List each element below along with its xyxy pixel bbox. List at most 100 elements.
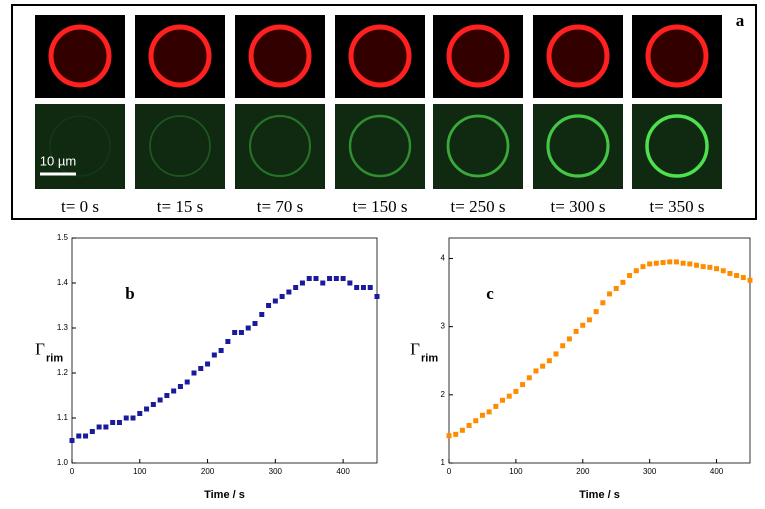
y-axis-label-subscript: rim xyxy=(46,352,63,364)
data-point xyxy=(83,433,89,439)
green-image xyxy=(235,104,325,189)
data-point xyxy=(600,300,606,306)
data-point xyxy=(293,285,299,290)
data-point xyxy=(500,397,506,403)
y-tick-label: 4 xyxy=(441,254,446,263)
panel-label: c xyxy=(486,284,494,303)
x-tick-label: 100 xyxy=(509,467,523,476)
data-point xyxy=(157,397,163,403)
data-point xyxy=(627,273,633,278)
data-point xyxy=(76,433,82,439)
data-point xyxy=(69,438,75,443)
data-point xyxy=(573,328,579,334)
data-point xyxy=(680,260,686,266)
data-point xyxy=(191,370,197,376)
data-point xyxy=(347,280,353,286)
red-vesicle xyxy=(148,24,212,88)
time-caption: t= 300 s xyxy=(551,197,606,216)
data-point xyxy=(446,433,452,439)
data-point xyxy=(586,317,592,323)
y-tick-label: 1.5 xyxy=(57,233,69,242)
data-point xyxy=(367,285,373,290)
data-point xyxy=(513,388,519,394)
data-point xyxy=(613,285,619,291)
data-point xyxy=(211,352,217,358)
y-tick-label: 1.3 xyxy=(57,323,69,332)
x-tick-label: 200 xyxy=(201,467,215,476)
data-point xyxy=(89,429,95,434)
data-point xyxy=(177,384,183,389)
data-point xyxy=(493,403,499,409)
y-axis-label: Γ xyxy=(35,339,45,358)
data-point xyxy=(700,264,706,270)
data-point xyxy=(96,424,102,430)
red-vesicle xyxy=(248,24,312,88)
data-point xyxy=(144,406,150,412)
scale-bar-label: 10 µm xyxy=(40,153,76,168)
data-point xyxy=(333,276,339,281)
green-vesicle xyxy=(248,114,312,178)
data-point xyxy=(553,351,559,357)
data-point xyxy=(580,322,586,328)
x-tick-label: 400 xyxy=(710,467,724,476)
data-point xyxy=(667,259,673,265)
data-point xyxy=(526,375,532,381)
data-point xyxy=(533,368,539,374)
data-point xyxy=(306,276,312,281)
y-tick-label: 1.0 xyxy=(57,458,69,467)
panel-label: b xyxy=(125,284,134,303)
data-point xyxy=(640,264,646,270)
red-vesicle xyxy=(446,24,510,88)
data-point xyxy=(123,415,129,421)
data-point xyxy=(459,427,465,433)
data-point xyxy=(313,276,319,281)
data-point xyxy=(198,366,204,371)
data-point xyxy=(560,343,566,349)
data-point xyxy=(479,412,485,418)
data-point xyxy=(116,420,122,425)
data-point xyxy=(238,330,244,335)
x-tick-label: 0 xyxy=(70,467,75,476)
x-axis-label: Time / s xyxy=(579,489,620,501)
data-point xyxy=(660,260,666,266)
data-point xyxy=(707,264,713,270)
x-axis-label: Time / s xyxy=(204,489,245,501)
data-point xyxy=(593,309,599,315)
data-point xyxy=(286,289,292,295)
data-point xyxy=(266,303,272,308)
x-tick-label: 300 xyxy=(269,467,283,476)
data-point xyxy=(137,411,143,416)
data-point xyxy=(103,424,109,430)
green-vesicle xyxy=(49,115,111,177)
data-point xyxy=(150,402,156,407)
panel-a-frame xyxy=(11,4,757,220)
data-point xyxy=(225,339,231,344)
data-point xyxy=(453,431,459,437)
time-caption: t= 15 s xyxy=(157,197,203,216)
data-point xyxy=(184,379,190,385)
data-point xyxy=(720,268,726,274)
red-vesicle xyxy=(645,24,709,88)
data-point xyxy=(205,361,211,367)
data-point xyxy=(110,420,116,425)
data-point xyxy=(647,261,653,267)
x-tick-label: 300 xyxy=(643,467,657,476)
data-point xyxy=(607,291,613,297)
green-vesicle xyxy=(546,114,610,178)
data-point xyxy=(374,294,380,299)
x-tick-label: 0 xyxy=(447,467,452,476)
y-tick-label: 1 xyxy=(441,458,446,467)
plot-frame xyxy=(448,237,751,464)
data-point xyxy=(360,285,366,290)
data-point xyxy=(546,358,552,364)
time-caption: t= 250 s xyxy=(451,197,506,216)
time-caption: t= 70 s xyxy=(257,197,303,216)
red-vesicle xyxy=(348,24,412,88)
data-point xyxy=(566,336,572,342)
data-point xyxy=(245,325,251,331)
data-point xyxy=(540,363,546,369)
data-point xyxy=(252,321,258,326)
data-point xyxy=(473,418,479,424)
data-point xyxy=(466,423,472,428)
